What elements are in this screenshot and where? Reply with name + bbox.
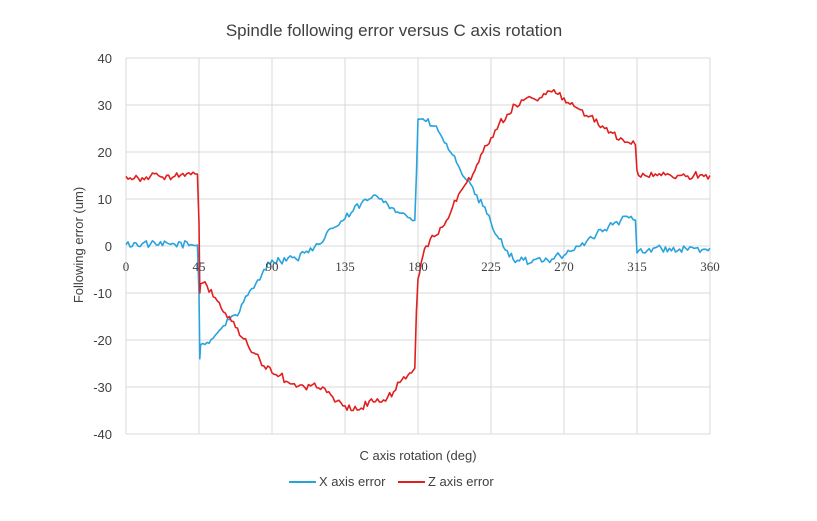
y-tick-label: -20 — [93, 333, 112, 348]
series-line-z-axis-error — [125, 88, 711, 412]
gridlines — [125, 57, 711, 435]
x-tick-label: 225 — [481, 259, 501, 274]
x-tick-labels: 0 45 90 135 180 225 270 315 360 — [123, 259, 720, 274]
legend-label-x-axis-error: X axis error — [319, 474, 386, 489]
chart-title: Spindle following error versus C axis ro… — [226, 21, 562, 40]
y-tick-label: 20 — [98, 145, 112, 160]
x-tick-label: 270 — [554, 259, 574, 274]
y-tick-label: 30 — [98, 98, 112, 113]
y-tick-label: -10 — [93, 286, 112, 301]
x-tick-label: 90 — [266, 259, 279, 274]
x-tick-label: 180 — [408, 259, 428, 274]
x-tick-label: 135 — [335, 259, 355, 274]
y-tick-label: -40 — [93, 427, 112, 442]
x-tick-label: 315 — [627, 259, 647, 274]
x-axis-title: C axis rotation (deg) — [359, 448, 476, 463]
y-tick-label: 40 — [98, 51, 112, 66]
y-tick-label: 10 — [98, 192, 112, 207]
y-tick-label: 0 — [105, 239, 112, 254]
series-layer — [125, 88, 711, 412]
y-axis-title: Following error (um) — [71, 187, 86, 303]
y-tick-labels: 40 30 20 10 0 -10 -20 -30 -40 — [93, 51, 112, 442]
legend-label-z-axis-error: Z axis error — [428, 474, 494, 489]
series-line-x-axis-error — [125, 118, 711, 360]
x-tick-label: 360 — [700, 259, 720, 274]
x-tick-label: 45 — [193, 259, 206, 274]
legend: X axis error Z axis error — [289, 474, 494, 489]
x-tick-label: 0 — [123, 259, 130, 274]
y-tick-label: -30 — [93, 380, 112, 395]
